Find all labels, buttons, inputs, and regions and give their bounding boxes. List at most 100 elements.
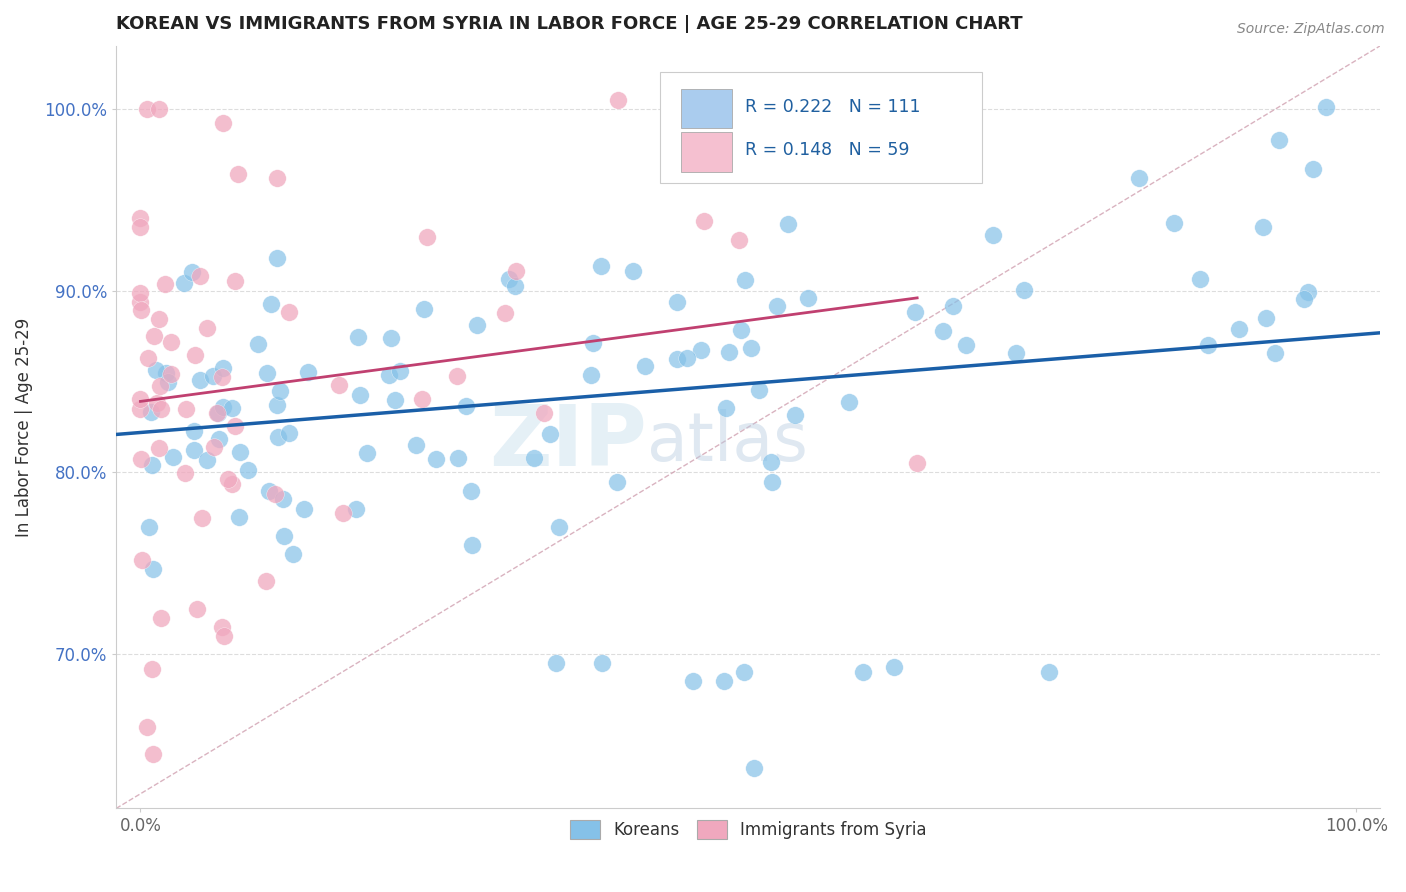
Point [413,301,436,316]
Point [217,472,239,486]
Point [544,656,567,670]
Point [905,456,928,470]
Point [159,367,181,381]
Point [263,487,285,501]
Point [461,538,484,552]
Point [447,451,470,466]
Point [266,398,288,412]
Point [135,102,157,116]
Point [188,373,211,387]
Point [714,401,737,415]
Point [129,294,152,309]
Point [378,368,401,382]
Point [271,491,294,506]
Point [269,384,291,398]
Legend: Koreans, Immigrants from Syria: Koreans, Immigrants from Syria [564,814,934,846]
Text: ZIP: ZIP [489,401,647,483]
Point [733,665,755,680]
Point [180,265,202,279]
Point [207,406,229,420]
Point [744,762,766,776]
Point [183,442,205,457]
Point [904,305,927,319]
Point [347,329,370,343]
Point [666,351,689,366]
Point [131,553,153,567]
Point [460,484,482,499]
Point [148,312,170,326]
Point [208,432,231,446]
Point [254,574,277,588]
Point [211,620,233,634]
Point [145,363,167,377]
Point [734,273,756,287]
Point [162,450,184,464]
Point [281,547,304,561]
Point [273,529,295,543]
Point [633,359,655,373]
Point [212,400,235,414]
Point [425,452,447,467]
Point [1292,292,1315,306]
Point [498,272,520,286]
Point [228,509,250,524]
Point [955,338,977,352]
Point [129,402,152,417]
Point [730,323,752,337]
Point [1227,322,1250,336]
Point [717,344,740,359]
Point [1163,216,1185,230]
Point [416,230,439,244]
Text: Source: ZipAtlas.com: Source: ZipAtlas.com [1237,22,1385,37]
Point [1268,133,1291,147]
Point [246,337,269,351]
Point [260,297,283,311]
Point [173,466,195,480]
Point [173,276,195,290]
Point [174,401,197,416]
Point [149,401,172,416]
Point [148,102,170,116]
Point [591,656,613,670]
Point [465,318,488,333]
Point [1254,310,1277,325]
Point [692,214,714,228]
Point [388,364,411,378]
Point [278,425,301,440]
Point [212,629,235,643]
Text: atlas: atlas [647,409,808,475]
Point [1128,171,1150,186]
Point [183,425,205,439]
Point [256,366,278,380]
Point [149,379,172,393]
Point [212,116,235,130]
Point [1188,271,1211,285]
Point [748,383,770,397]
Point [188,269,211,284]
Point [682,674,704,689]
Point [1251,219,1274,234]
Point [606,475,628,489]
Point [148,442,170,456]
Point [136,351,159,366]
Point [883,660,905,674]
Point [129,220,152,235]
Point [142,747,165,761]
Point [1005,345,1028,359]
Point [621,264,644,278]
Point [129,452,152,467]
Point [146,395,169,409]
Point [129,392,152,406]
Point [135,720,157,734]
Point [728,233,751,247]
Point [221,476,243,491]
Point [411,392,433,406]
Point [129,211,152,226]
Point [759,455,782,469]
Point [981,227,1004,242]
Point [332,506,354,520]
Point [711,116,734,130]
FancyBboxPatch shape [659,72,983,183]
Y-axis label: In Labor Force | Age 25-29: In Labor Force | Age 25-29 [15,318,32,537]
Text: R = 0.222   N = 111: R = 0.222 N = 111 [745,98,920,116]
